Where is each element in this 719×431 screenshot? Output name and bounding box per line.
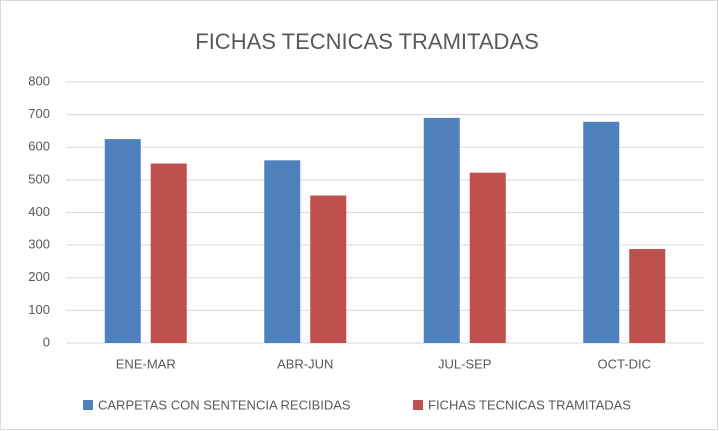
x-tick-label: ABR-JUN (277, 356, 333, 371)
bar (469, 172, 506, 343)
x-tick-label: ENE-MAR (116, 356, 176, 371)
y-tick-label: 600 (28, 139, 50, 154)
legend-swatch (83, 400, 93, 410)
bar (264, 160, 301, 343)
y-tick-label: 200 (28, 269, 50, 284)
y-tick-label: 400 (28, 204, 50, 219)
y-tick-label: 0 (43, 334, 50, 349)
bar (583, 121, 620, 344)
y-tick-label: 100 (28, 302, 50, 317)
bar (310, 195, 347, 343)
legend-label: FICHAS TECNICAS TRAMITADAS (428, 397, 631, 412)
bar (104, 139, 141, 343)
bar (150, 163, 187, 343)
legend-swatch (413, 400, 423, 410)
legend-label: CARPETAS CON SENTENCIA RECIBIDAS (98, 397, 351, 412)
y-tick-label: 700 (28, 106, 50, 121)
chart-title: FICHAS TECNICAS TRAMITADAS (195, 29, 539, 54)
x-tick-label: JUL-SEP (438, 356, 491, 371)
bar (423, 117, 460, 343)
bar (629, 249, 666, 343)
y-tick-label: 500 (28, 171, 50, 186)
x-tick-label: OCT-DIC (598, 356, 651, 371)
y-tick-label: 300 (28, 237, 50, 252)
y-tick-label: 800 (28, 73, 50, 88)
